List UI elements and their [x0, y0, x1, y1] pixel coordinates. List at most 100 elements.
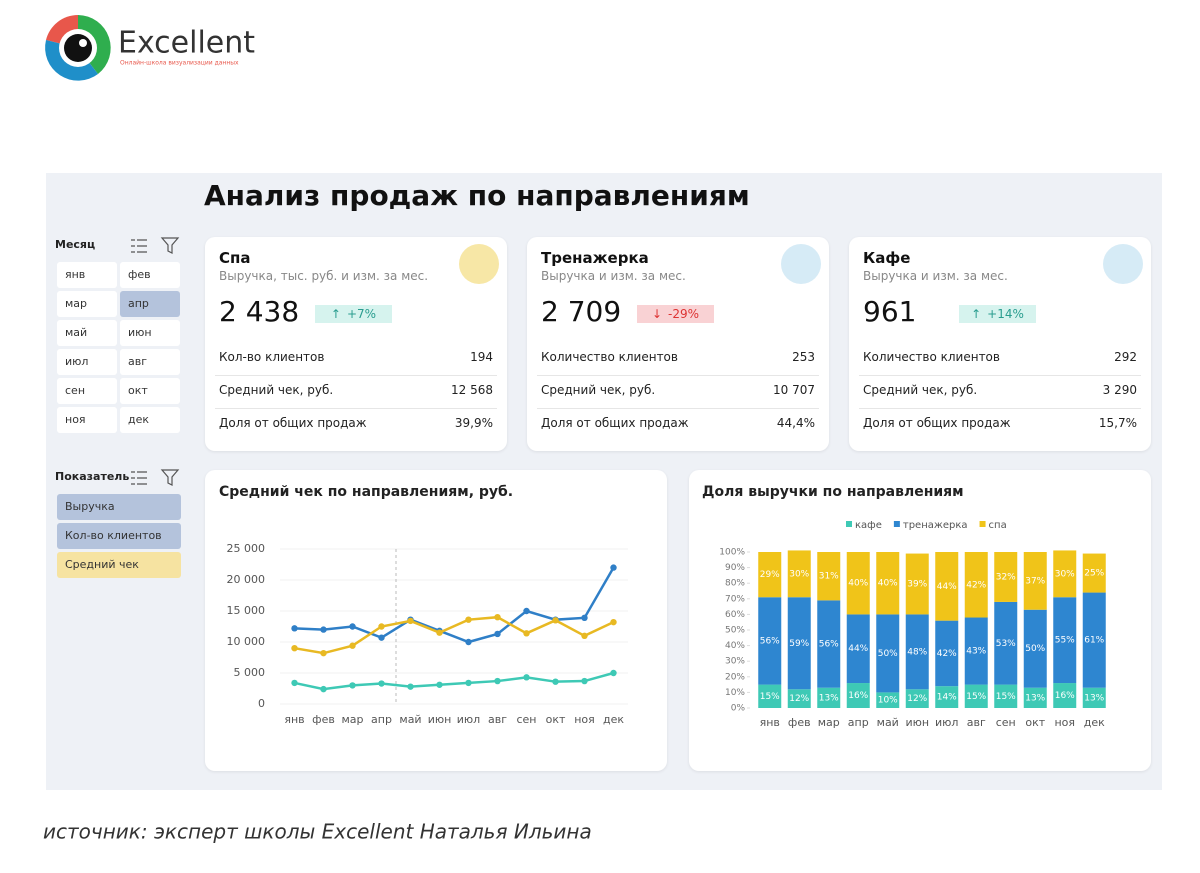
- row-value: 10 707: [773, 383, 815, 397]
- logo-brand: Excellent: [118, 26, 255, 61]
- filter-label: Показатель: [55, 470, 129, 483]
- card-icon: [459, 244, 499, 284]
- value-label: 13%: [819, 693, 839, 703]
- value-label: 15%: [966, 692, 986, 702]
- line-point: [581, 677, 588, 685]
- line-point: [291, 645, 298, 652]
- value-label: 30%: [1055, 569, 1075, 579]
- change-text: +14%: [987, 307, 1024, 321]
- month-option: июл: [57, 349, 117, 375]
- row-label: Количество клиентов: [863, 350, 1000, 364]
- value-label: 42%: [937, 649, 957, 659]
- line-point: [378, 634, 385, 641]
- change-arrow: ↑: [330, 307, 341, 321]
- line-point: [291, 625, 298, 632]
- bar-segment: [876, 552, 900, 615]
- value-label: 43%: [966, 647, 986, 657]
- row-divider: [215, 375, 497, 376]
- line-point: [349, 623, 356, 630]
- bar-segment: [935, 552, 959, 621]
- line-series: [294, 566, 615, 644]
- y-tick-label: 50%: [725, 626, 745, 636]
- y-tick-label: 30%: [725, 657, 745, 667]
- y-tick-label: 70%: [725, 594, 745, 604]
- y-tick-label: 0%: [731, 704, 746, 714]
- row-label: Доля от общих продаж: [219, 416, 367, 430]
- y-tick-label: 20%: [725, 672, 745, 682]
- value-label: 12%: [907, 694, 927, 704]
- chart-title: Доля выручки по направлениям: [702, 484, 964, 500]
- month-option: июн: [120, 320, 180, 346]
- bar-segment: [846, 552, 870, 615]
- row-label: Доля от общих продаж: [541, 416, 689, 430]
- value-label: 50%: [878, 649, 898, 659]
- value-label: 37%: [1025, 576, 1045, 586]
- y-tick-label: 90%: [725, 563, 745, 573]
- line-point: [320, 649, 327, 657]
- line-point: [320, 626, 327, 633]
- bar-segment: [1053, 597, 1077, 684]
- bar-segment: [905, 614, 929, 690]
- bar-segment: [1023, 609, 1047, 688]
- indicator-option: Выручка: [57, 494, 181, 520]
- legend-label: кафе: [855, 520, 882, 531]
- x-tick-label: янв: [760, 716, 780, 729]
- value-label: 56%: [819, 640, 839, 650]
- card-subtitle: Выручка и изм. за мес.: [863, 269, 1008, 283]
- month-option: фев: [120, 262, 180, 288]
- x-tick-label: сен: [996, 716, 1016, 729]
- value-label: 42%: [966, 580, 986, 590]
- change-arrow: ↑: [971, 307, 982, 321]
- x-tick-label: июл: [935, 716, 958, 729]
- bar-segment: [846, 683, 870, 708]
- month-option: ноя: [57, 407, 117, 433]
- y-tick-label: 15 000: [227, 604, 266, 617]
- line-point: [407, 617, 414, 625]
- line-point: [610, 618, 617, 626]
- bar-segment: [994, 684, 1018, 708]
- x-tick-label: апр: [371, 713, 392, 726]
- row-label: Средний чек, руб.: [219, 383, 334, 397]
- value-label: 14%: [937, 693, 957, 703]
- value-label: 53%: [996, 639, 1016, 649]
- bar-segment: [817, 687, 841, 708]
- x-tick-label: июн: [905, 716, 929, 729]
- change-badge: ↑ +14%: [959, 305, 1036, 323]
- y-tick-label: 20 000: [227, 573, 266, 586]
- month-option: сен: [57, 378, 117, 404]
- row-value: 12 568: [451, 383, 493, 397]
- line-point: [494, 677, 501, 685]
- y-tick-label: 80%: [725, 579, 745, 589]
- row-value: 44,4%: [776, 416, 815, 430]
- x-tick-label: сен: [516, 713, 536, 726]
- row-value: 292: [1114, 350, 1137, 364]
- line-series: [294, 615, 615, 655]
- bar-segment: [964, 552, 988, 618]
- value-label: 61%: [1084, 636, 1104, 646]
- x-tick-label: авг: [967, 716, 986, 729]
- legend-label: спа: [989, 520, 1007, 531]
- bar-segment: [1053, 683, 1077, 708]
- value-label: 16%: [1055, 691, 1075, 701]
- card-icon: [1103, 244, 1143, 284]
- value-label: 50%: [1025, 644, 1045, 654]
- month-option: мар: [57, 291, 117, 317]
- line-point: [378, 623, 385, 630]
- kpi-card: Тренажерка Выручка и изм. за мес. 2 709 ↓ -2…: [527, 237, 829, 451]
- line-point: [436, 629, 443, 636]
- bar-segment: [1023, 552, 1047, 610]
- row-label: Средний чек, руб.: [863, 383, 978, 397]
- card-value: 961: [863, 295, 917, 328]
- row-divider: [537, 408, 819, 409]
- value-label: 44%: [848, 644, 868, 654]
- bar-segment: [846, 614, 870, 684]
- source-note: источник: эксперт школы Excellent Наталь…: [43, 820, 592, 844]
- bar-segment: [905, 689, 929, 708]
- bar-segment: [787, 597, 811, 690]
- x-tick-label: июн: [428, 713, 452, 726]
- line-point: [552, 617, 559, 624]
- line-point: [610, 669, 617, 677]
- row-value: 194: [470, 350, 493, 364]
- card-title: Кафе: [863, 249, 911, 267]
